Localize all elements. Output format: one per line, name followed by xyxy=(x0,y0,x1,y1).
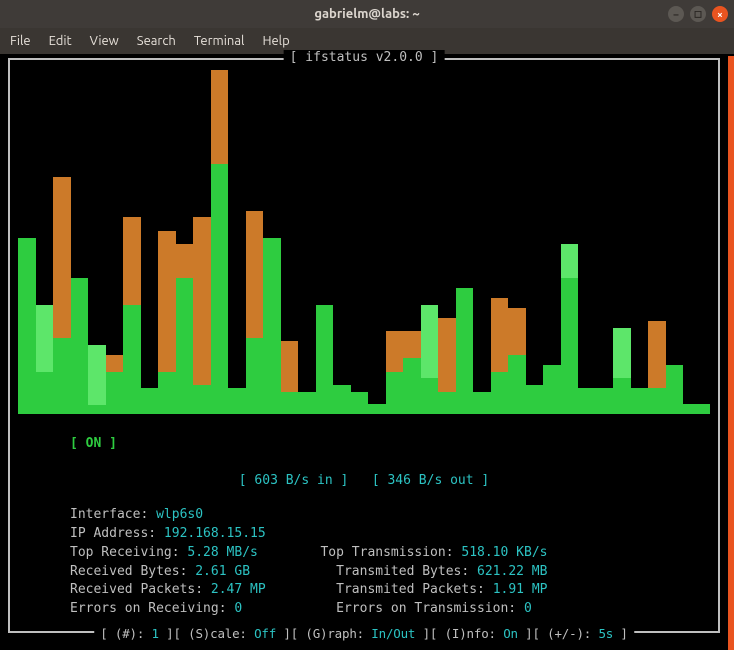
chart-bar xyxy=(648,70,666,405)
chart-bar xyxy=(88,70,106,405)
menu-search[interactable]: Search xyxy=(137,34,176,48)
minimize-icon[interactable]: – xyxy=(668,6,684,22)
top-rx-value: 5.28 MB/s xyxy=(187,545,257,560)
chart-bar xyxy=(298,70,316,405)
chart-region xyxy=(10,60,718,414)
chart-bar xyxy=(508,70,526,405)
chart-bar xyxy=(403,70,421,405)
chart-bar xyxy=(36,70,54,405)
chart-bar xyxy=(228,70,246,405)
chart-bar xyxy=(193,70,211,405)
chart-bar xyxy=(421,70,439,405)
rx-pkts-value: 2.47 MP xyxy=(211,582,266,597)
menu-view[interactable]: View xyxy=(90,34,119,48)
interface-value: wlp6s0 xyxy=(156,507,203,522)
chart-bar xyxy=(246,70,264,405)
chart-baseline xyxy=(18,404,710,414)
rate-out: [ 346 B/s out ] xyxy=(372,473,489,488)
tx-pkts-value: 1.91 MP xyxy=(493,582,548,597)
chart-bar xyxy=(596,70,614,405)
chart-bar xyxy=(491,70,509,405)
chart-bar xyxy=(578,70,596,405)
top-tx-value: 518.10 KB/s xyxy=(461,545,547,560)
titlebar: gabrielm@labs: ~ – ◻ × xyxy=(0,0,734,28)
footer-line: [ (#): 1 ][ (S)cale: Off ][ (G)raph: In/… xyxy=(94,626,634,641)
chart-bar xyxy=(141,70,159,405)
chart-bar xyxy=(631,70,649,405)
chart-bar xyxy=(316,70,334,405)
rate-in: [ 603 B/s in ] xyxy=(239,473,349,488)
err-tx-value: 0 xyxy=(524,601,532,616)
chart-bar xyxy=(123,70,141,405)
chart-bar xyxy=(176,70,194,405)
maximize-icon[interactable]: ◻ xyxy=(690,6,706,22)
chart-bar xyxy=(543,70,561,405)
chart-bar xyxy=(438,70,456,405)
app-title: [ ifstatus v2.0.0 ] xyxy=(284,50,445,65)
traffic-chart xyxy=(18,70,710,405)
chart-bar xyxy=(613,70,631,405)
status-badge: [ ON ] xyxy=(70,436,718,451)
chart-bar xyxy=(106,70,124,405)
chart-bar xyxy=(18,70,36,405)
window-controls: – ◻ × xyxy=(668,6,728,22)
ip-value: 192.168.15.15 xyxy=(164,526,266,541)
err-rx-value: 0 xyxy=(234,601,242,616)
chart-bar xyxy=(158,70,176,405)
chart-bar xyxy=(351,70,369,405)
chart-bar xyxy=(473,70,491,405)
app-frame: [ ifstatus v2.0.0 ] [ ON ] [ 603 B/s in … xyxy=(8,58,720,633)
chart-bar xyxy=(526,70,544,405)
rx-bytes-value: 2.61 GB xyxy=(195,564,250,579)
close-icon[interactable]: × xyxy=(712,6,728,22)
chart-bar xyxy=(71,70,89,405)
rate-line: [ 603 B/s in ] [ 346 B/s out ] xyxy=(10,473,718,488)
chart-bar xyxy=(368,70,386,405)
menu-file[interactable]: File xyxy=(10,34,31,48)
chart-bar xyxy=(561,70,579,405)
chart-bar xyxy=(211,70,229,405)
right-edge-strip xyxy=(728,56,734,650)
menu-edit[interactable]: Edit xyxy=(49,34,72,48)
tx-bytes-value: 621.22 MB xyxy=(477,564,547,579)
chart-bar xyxy=(386,70,404,405)
chart-bar xyxy=(281,70,299,405)
menu-help[interactable]: Help xyxy=(262,34,289,48)
terminal: [ ifstatus v2.0.0 ] [ ON ] [ 603 B/s in … xyxy=(0,54,734,650)
stats-block: Interface: wlp6s0 IP Address: 192.168.15… xyxy=(70,506,718,619)
chart-bar xyxy=(53,70,71,405)
chart-bar xyxy=(666,70,684,405)
chart-bar xyxy=(456,70,474,405)
window-title: gabrielm@labs: ~ xyxy=(314,7,419,21)
chart-bar xyxy=(263,70,281,405)
menu-terminal[interactable]: Terminal xyxy=(194,34,245,48)
chart-bar xyxy=(333,70,351,405)
